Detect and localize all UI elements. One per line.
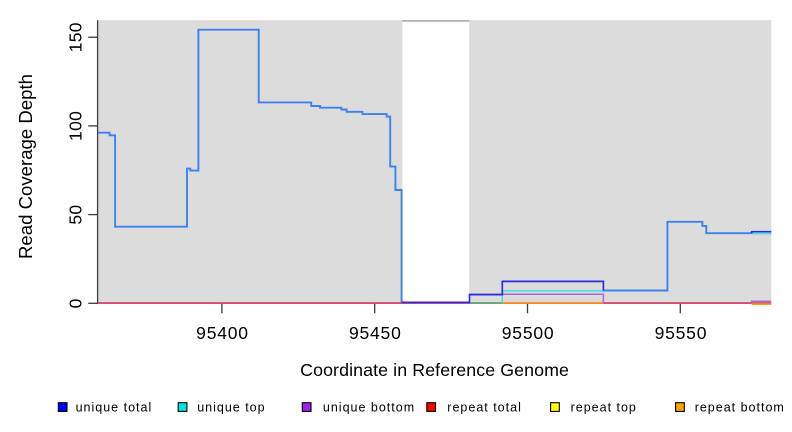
svg-text:0: 0: [66, 298, 86, 308]
svg-text:95550: 95550: [655, 323, 708, 343]
svg-text:95450: 95450: [349, 323, 402, 343]
svg-text:repeat total: repeat total: [447, 400, 522, 414]
svg-text:unique bottom: unique bottom: [323, 400, 415, 414]
svg-text:50: 50: [66, 205, 86, 225]
svg-text:Coordinate in Reference Genome: Coordinate in Reference Genome: [300, 360, 569, 380]
svg-text:repeat top: repeat top: [571, 400, 637, 414]
svg-text:unique total: unique total: [76, 400, 153, 414]
svg-text:repeat bottom: repeat bottom: [695, 400, 785, 414]
svg-text:150: 150: [66, 22, 86, 52]
svg-text:95400: 95400: [196, 323, 249, 343]
svg-text:100: 100: [66, 111, 86, 141]
svg-text:95500: 95500: [502, 323, 555, 343]
svg-text:unique top: unique top: [197, 400, 265, 414]
svg-text:Read Coverage Depth: Read Coverage Depth: [15, 74, 36, 259]
